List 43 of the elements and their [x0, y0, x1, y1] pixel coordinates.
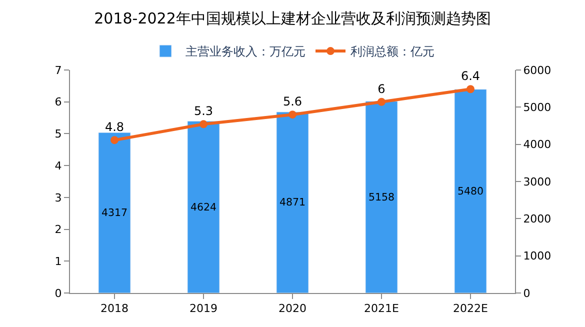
data-label: 4.8 — [104, 120, 124, 134]
y2-tick-label: 4000 — [523, 138, 552, 152]
legend-label: 利润总额：亿元 — [350, 44, 434, 59]
data-label: 5.6 — [282, 94, 302, 109]
bar — [365, 101, 398, 293]
y-tick-label: 5 — [54, 128, 62, 141]
y2-tick-label: 2000 — [523, 212, 552, 226]
x-tick-label: 2019 — [190, 302, 218, 316]
y-tick-label: 7 — [54, 64, 62, 77]
data-label: 5158 — [368, 192, 395, 204]
x-tick-label: 2021E — [364, 302, 400, 316]
bar — [454, 89, 487, 293]
y-tick-label: 3 — [54, 191, 62, 204]
point — [288, 110, 296, 119]
y2-tick-label: 5000 — [523, 101, 552, 114]
point — [110, 136, 118, 144]
bar — [276, 112, 309, 293]
y2-tick-label: 1000 — [523, 250, 552, 263]
point — [378, 98, 386, 106]
legend-label: 主营业务收入：万亿元 — [186, 44, 306, 59]
y-tick-label: 1 — [54, 254, 62, 268]
data-label: 4624 — [190, 202, 217, 214]
x-tick-label: 2018 — [100, 302, 128, 316]
y2-tick-label: 0 — [523, 286, 530, 300]
data-label: 6 — [378, 82, 386, 96]
data-label: 6.4 — [460, 69, 480, 84]
data-label: 5480 — [457, 186, 484, 198]
data-label: 4871 — [279, 198, 306, 209]
y-tick-label: 6 — [54, 96, 62, 109]
y-tick-label: 0 — [54, 286, 62, 300]
y2-tick-label: 6000 — [523, 64, 552, 77]
y-tick-label: 2 — [54, 223, 62, 236]
x-tick-label: 2022E — [453, 302, 488, 316]
data-label: 5.3 — [194, 104, 214, 118]
bar — [98, 132, 131, 293]
point — [200, 120, 208, 128]
point — [466, 85, 474, 94]
y-tick-label: 4 — [54, 159, 62, 172]
data-label: 4317 — [101, 208, 128, 220]
x-tick-label: 2020 — [278, 302, 306, 316]
bar — [187, 120, 220, 293]
chart-title: 2018-2022年中国规模以上建材企业营收及利润预测趋势图 — [94, 10, 491, 28]
y2-tick-label: 3000 — [523, 175, 552, 188]
